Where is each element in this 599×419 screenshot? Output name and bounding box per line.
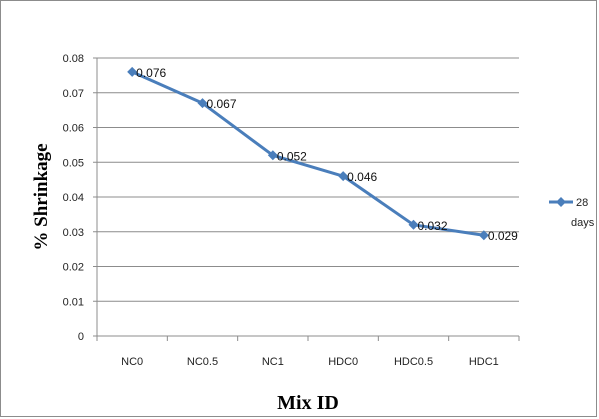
data-label: 0.029 — [488, 229, 518, 243]
y-tick-label: 0.04 — [63, 192, 84, 204]
x-tick-label: NC0.5 — [187, 356, 218, 368]
data-label: 0.046 — [347, 170, 377, 184]
y-tick-label: 0 — [78, 331, 84, 343]
x-tick-label: HDC0 — [328, 356, 358, 368]
data-point — [408, 219, 419, 230]
legend-label: 28 — [576, 197, 588, 209]
y-tick-label: 0.05 — [63, 157, 84, 169]
x-tick-label: NC1 — [262, 356, 284, 368]
y-tick-label: 0.01 — [63, 296, 84, 308]
x-tick-label: HDC1 — [469, 356, 499, 368]
x-axis-title: Mix ID — [277, 392, 339, 414]
data-label: 0.076 — [136, 66, 166, 80]
x-tick-label: NC0 — [121, 356, 143, 368]
y-tick-label: 0.08 — [63, 53, 84, 65]
data-label: 0.067 — [207, 97, 237, 111]
y-tick-label: 0.02 — [63, 262, 84, 274]
y-tick-label: 0.03 — [63, 227, 84, 239]
series-line — [131, 70, 485, 237]
data-point — [267, 150, 278, 161]
y-tick-label: 0.07 — [63, 88, 84, 100]
data-label: 0.032 — [418, 219, 448, 233]
data-point — [338, 171, 349, 182]
data-point — [478, 230, 489, 241]
legend-label: days — [571, 217, 595, 229]
data-label: 0.052 — [277, 149, 307, 163]
data-point — [197, 98, 208, 109]
legend-swatch-marker — [556, 197, 566, 207]
y-tick-label: 0.06 — [63, 123, 84, 135]
x-tick-label: HDC0.5 — [394, 356, 433, 368]
data-point — [127, 66, 138, 77]
y-axis-title: % Shrinkage — [31, 143, 52, 250]
